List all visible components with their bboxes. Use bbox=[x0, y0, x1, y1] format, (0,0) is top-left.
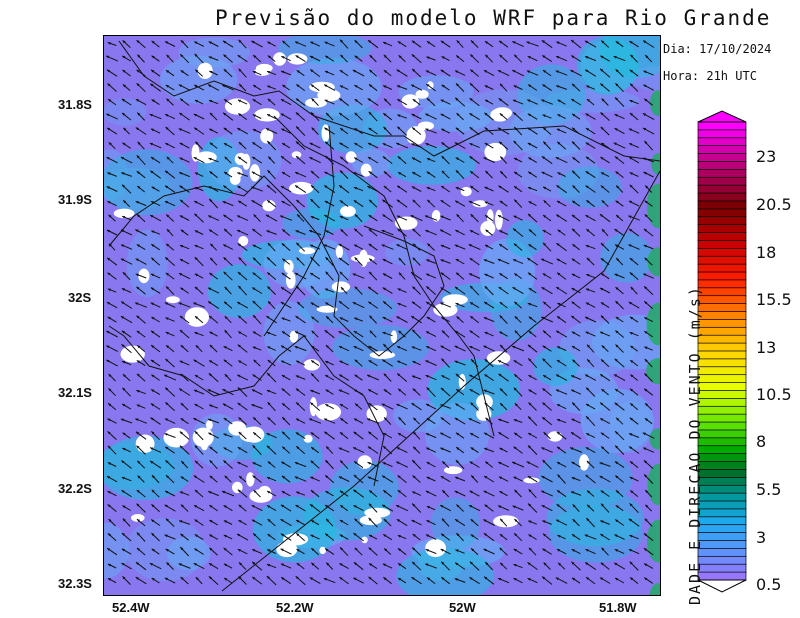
colorbar-label-8: 8 bbox=[756, 432, 767, 451]
colorbar bbox=[697, 110, 747, 593]
colorbar-bottom-arrow bbox=[697, 579, 747, 593]
colorbar-label-3: 3 bbox=[756, 528, 767, 547]
colorbar-segment bbox=[697, 429, 747, 439]
colorbar-segment bbox=[697, 413, 747, 423]
colorbar-segment bbox=[697, 342, 747, 352]
colorbar-segment bbox=[697, 555, 747, 565]
colorbar-segment bbox=[697, 445, 747, 455]
lon-label-51-8: 51.8W bbox=[599, 600, 637, 615]
colorbar-segment bbox=[697, 453, 747, 463]
colorbar-segment bbox=[697, 208, 747, 218]
lat-label-32-2: 32.2S bbox=[58, 481, 92, 496]
colorbar-segment bbox=[697, 224, 747, 234]
blank-areas bbox=[113, 52, 590, 558]
colorbar-segment bbox=[697, 263, 747, 273]
colorbar-segment bbox=[697, 240, 747, 249]
colorbar-segment bbox=[697, 145, 747, 155]
lat-label-31-9: 31.9S bbox=[58, 192, 92, 207]
colorbar-label-0-5: 0.5 bbox=[756, 575, 782, 594]
colorbar-segment bbox=[697, 247, 747, 257]
lat-label-32: 32S bbox=[68, 290, 92, 305]
colorbar-segment bbox=[697, 161, 747, 171]
colorbar-segment bbox=[697, 176, 747, 186]
wind-map-svg bbox=[104, 36, 660, 595]
lon-label-52-2: 52.2W bbox=[276, 600, 314, 615]
colorbar-segment bbox=[697, 121, 747, 131]
colorbar-segment bbox=[697, 153, 747, 163]
colorbar-segment bbox=[697, 524, 747, 534]
colorbar-segment bbox=[697, 508, 747, 518]
colorbar-segment bbox=[697, 271, 747, 281]
colorbar-label-20-5: 20.5 bbox=[756, 195, 792, 214]
colorbar-segment bbox=[697, 287, 747, 297]
map-title: Previsão do modelo WRF para Rio Grande bbox=[215, 6, 772, 30]
colorbar-segment bbox=[697, 476, 747, 486]
colorbar-segment bbox=[697, 319, 747, 328]
coastlines bbox=[108, 40, 660, 592]
time-label: Hora: 21h UTC bbox=[663, 69, 757, 83]
colorbar-segment bbox=[697, 421, 747, 431]
colorbar-segment bbox=[697, 437, 747, 447]
colorbar-segment bbox=[697, 484, 747, 494]
colorbar-segment bbox=[697, 169, 747, 178]
colorbar-segment bbox=[697, 548, 747, 557]
colorbar-segment bbox=[697, 516, 747, 526]
date-label: Dia: 17/10/2024 bbox=[663, 42, 772, 56]
colorbar-label-23: 23 bbox=[756, 147, 777, 166]
colorbar-segment bbox=[697, 382, 747, 392]
colorbar-segment bbox=[697, 200, 747, 210]
colorbar-segment bbox=[697, 295, 747, 305]
colorbar-segment bbox=[697, 255, 747, 265]
colorbar-title: DADE E DIRECAO DO VENTO (m/s) bbox=[686, 285, 704, 605]
lat-label-32-3: 32.3S bbox=[58, 576, 92, 591]
lon-label-52-4: 52.4W bbox=[112, 600, 150, 615]
colorbar-segment bbox=[697, 279, 747, 289]
colorbar-segment bbox=[697, 390, 747, 400]
colorbar-segment bbox=[697, 192, 747, 202]
lat-label-31-8: 31.8S bbox=[58, 97, 92, 112]
wind-vectors bbox=[105, 39, 655, 586]
lon-label-52: 52W bbox=[449, 600, 476, 615]
colorbar-segment bbox=[697, 216, 747, 226]
colorbar-segment bbox=[697, 540, 747, 550]
colorbar-segment bbox=[697, 461, 747, 471]
colorbar-segment bbox=[697, 366, 747, 376]
colorbar-label-5-5: 5.5 bbox=[756, 480, 782, 499]
colorbar-segment bbox=[697, 469, 747, 479]
colorbar-segment bbox=[697, 184, 747, 194]
colorbar-segment bbox=[697, 492, 747, 502]
colorbar-segment bbox=[697, 232, 747, 242]
colorbar-segment bbox=[697, 334, 747, 344]
colorbar-segment bbox=[697, 374, 747, 384]
coastal-high-speed bbox=[646, 90, 660, 595]
colorbar-segment bbox=[697, 350, 747, 360]
wind-map-panel bbox=[103, 35, 661, 596]
colorbar-segment bbox=[697, 326, 747, 336]
colorbar-segment bbox=[697, 311, 747, 321]
colorbar-segment bbox=[697, 563, 747, 573]
colorbar-label-18: 18 bbox=[756, 243, 777, 262]
colorbar-segment bbox=[697, 129, 747, 139]
colorbar-segment bbox=[697, 303, 747, 313]
lat-label-32-1: 32.1S bbox=[58, 385, 92, 400]
colorbar-label-13: 13 bbox=[756, 338, 777, 357]
colorbar-label-10-5: 10.5 bbox=[756, 385, 792, 404]
colorbar-segment bbox=[697, 500, 747, 510]
colorbar-segment bbox=[697, 405, 747, 415]
colorbar-segment bbox=[697, 532, 747, 542]
colorbar-segment bbox=[697, 571, 747, 581]
colorbar-segment bbox=[697, 398, 747, 407]
colorbar-segment bbox=[697, 358, 747, 368]
colorbar-label-15-5: 15.5 bbox=[756, 290, 792, 309]
colorbar-segment bbox=[697, 137, 747, 147]
colorbar-top-arrow bbox=[697, 110, 747, 123]
